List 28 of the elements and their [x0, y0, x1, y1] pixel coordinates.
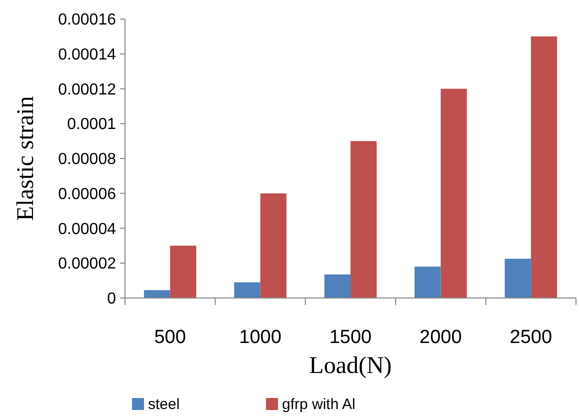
bar	[170, 246, 196, 298]
x-axis-title: Load(N)	[309, 353, 392, 379]
y-tick-label: 0.00004	[58, 220, 116, 238]
bar	[144, 290, 170, 298]
y-tick-label: 0.00016	[58, 12, 116, 29]
bar	[260, 193, 286, 298]
y-tick-label: 0	[107, 290, 116, 308]
y-tick-label: 0.00008	[58, 151, 116, 168]
bar	[414, 266, 441, 298]
x-tick-label: 1000	[239, 327, 282, 348]
bar	[324, 274, 350, 298]
legend-label: steel	[148, 396, 180, 413]
bar	[530, 36, 558, 298]
y-tick-label: 0.00012	[58, 81, 116, 98]
x-tick-label: 2000	[420, 327, 462, 348]
x-tick-label: 2500	[510, 327, 552, 348]
y-tick-label: 0.00014	[58, 46, 116, 64]
y-tick-label: 0.0001	[67, 116, 116, 134]
y-tick-label: 0.00006	[58, 186, 116, 203]
x-tick-label: 1500	[329, 327, 372, 348]
y-axis-title: Elastic strain	[13, 96, 39, 221]
legend-label: gfrp with Al	[282, 396, 356, 413]
bar	[504, 258, 531, 298]
bar	[350, 141, 377, 298]
x-tick-label: 500	[154, 327, 186, 348]
bar	[234, 282, 260, 298]
y-tick-label: 0.00002	[58, 256, 116, 273]
bar	[440, 88, 467, 298]
